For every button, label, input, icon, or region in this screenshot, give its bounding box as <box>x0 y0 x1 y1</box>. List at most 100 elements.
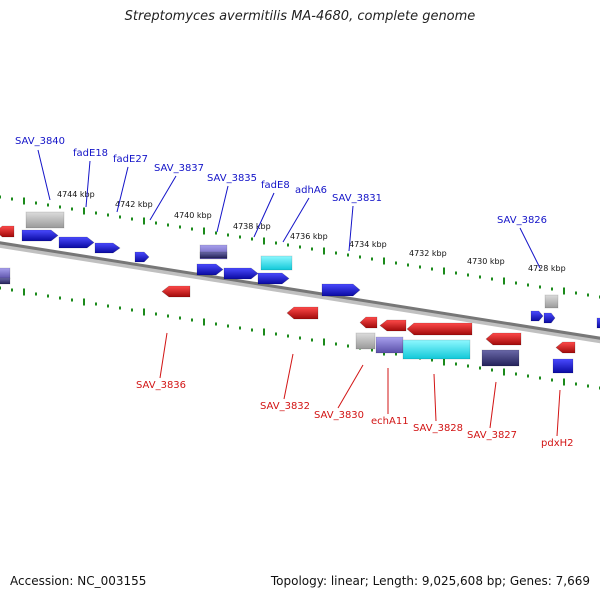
tick-mark <box>515 372 517 376</box>
tick-mark <box>179 316 181 320</box>
forward-gene-arrow <box>543 312 556 324</box>
tick-mark <box>227 233 229 237</box>
genome-title: Streptomyces avermitilis MA-4680, comple… <box>124 9 476 24</box>
feature-block-blue <box>552 358 574 374</box>
tick-mark <box>131 308 133 312</box>
forward-gene-arrow <box>58 236 95 249</box>
tick-mark <box>491 368 493 372</box>
tick-mark <box>467 364 469 368</box>
tick-mark <box>539 376 541 380</box>
genome-backbone-shadow <box>0 241 600 344</box>
feature-block-cyan <box>260 255 293 271</box>
gene-leader-line <box>519 227 541 269</box>
scale-label-1: 4742 kbp <box>115 200 153 209</box>
tick-mark <box>455 271 457 275</box>
tick-mark <box>155 221 157 225</box>
forward-gene-arrow <box>257 272 290 285</box>
feature-block-gray <box>25 211 65 229</box>
tick-mark <box>119 215 121 219</box>
gene-leader-line <box>85 160 91 208</box>
tick-mark <box>407 263 409 267</box>
forward-gene-arrow <box>94 242 121 254</box>
tick-mark <box>167 223 169 227</box>
tick-mark <box>431 358 433 362</box>
feature-block-gray <box>544 294 559 309</box>
tick-mark <box>503 277 505 285</box>
gene-label: SAV_3832 <box>260 401 310 412</box>
tick-mark <box>563 378 565 386</box>
tick-mark <box>167 314 169 318</box>
reverse-gene-arrow <box>0 225 15 238</box>
tick-mark <box>527 283 529 287</box>
tick-mark <box>203 318 205 326</box>
tick-mark <box>575 291 577 295</box>
reverse-gene-arrow <box>161 285 191 298</box>
feature-block-navy <box>0 277 11 285</box>
tick-mark <box>347 344 349 348</box>
reverse-gene-arrow <box>406 322 473 336</box>
tick-mark <box>359 255 361 259</box>
tick-mark <box>155 312 157 316</box>
tick-mark <box>191 318 193 322</box>
reverse-gene-arrow <box>359 316 378 329</box>
tick-mark <box>143 217 145 225</box>
tick-mark <box>299 336 301 340</box>
feature-block-navy <box>199 251 228 259</box>
tick-mark <box>143 308 145 316</box>
scale-label-6: 4732 kbp <box>409 249 447 258</box>
tick-mark <box>107 213 109 217</box>
tick-mark <box>419 265 421 269</box>
tick-mark <box>383 257 385 265</box>
tick-mark <box>23 197 25 205</box>
tick-mark <box>395 261 397 265</box>
gene-label: SAV_3837 <box>154 163 204 174</box>
scale-label-0: 4744 kbp <box>57 190 95 199</box>
tick-mark <box>35 292 37 296</box>
reverse-gene-arrow <box>379 319 407 332</box>
scale-label-8: 4728 kbp <box>528 264 566 273</box>
scale-label-3: 4738 kbp <box>233 222 271 231</box>
gene-leader-line <box>37 149 51 201</box>
gene-leader-line <box>433 373 437 422</box>
gene-leader-line <box>283 353 294 400</box>
gene-label: SAV_3835 <box>207 173 257 184</box>
gene-leader-line <box>282 197 310 243</box>
tick-mark <box>47 294 49 298</box>
tick-mark <box>119 306 121 310</box>
tick-mark <box>311 247 313 251</box>
tick-mark <box>551 378 553 382</box>
tick-mark <box>95 211 97 215</box>
gene-leader-line <box>159 332 168 379</box>
scale-label-7: 4730 kbp <box>467 257 505 266</box>
accession-label: Accession: NC_003155 <box>10 574 147 588</box>
tick-mark <box>515 281 517 285</box>
gene-label: adhA6 <box>295 185 327 196</box>
gene-label: SAV_3827 <box>467 430 517 441</box>
gene-label: pdxH2 <box>541 438 574 449</box>
tick-mark <box>443 358 445 366</box>
tick-mark <box>11 288 13 292</box>
tick-mark <box>11 197 13 201</box>
tick-mark <box>191 227 193 231</box>
tick-mark <box>575 382 577 386</box>
tick-mark <box>0 195 1 199</box>
gene-label: fadE8 <box>261 180 290 191</box>
tick-mark <box>131 217 133 221</box>
tick-mark <box>71 298 73 302</box>
tick-mark <box>491 277 493 281</box>
tick-mark <box>455 362 457 366</box>
tick-mark <box>371 257 373 261</box>
gene-label: SAV_3830 <box>314 410 364 421</box>
gene-leader-line <box>348 205 354 252</box>
gene-leader-line <box>556 389 561 437</box>
tick-mark <box>347 253 349 257</box>
tick-mark <box>0 286 1 290</box>
tick-mark <box>335 342 337 346</box>
tick-mark <box>71 207 73 211</box>
tick-mark <box>83 298 85 306</box>
tick-mark <box>59 205 61 209</box>
forward-strand-guide <box>0 195 600 299</box>
gene-label: SAV_3836 <box>136 380 186 391</box>
tick-mark <box>23 288 25 296</box>
